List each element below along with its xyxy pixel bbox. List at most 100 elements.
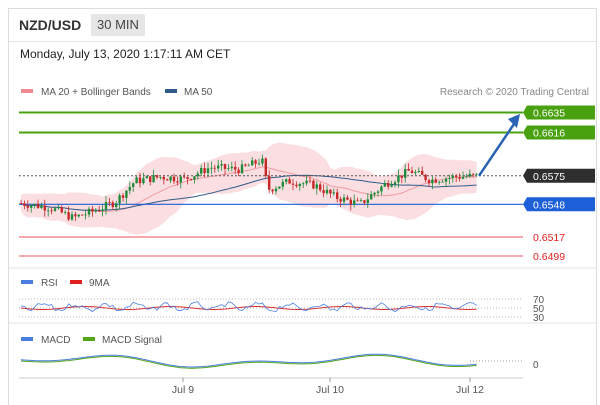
candle-body bbox=[390, 184, 393, 187]
macd-line bbox=[20, 353, 477, 368]
bollinger-legend-swatch bbox=[21, 89, 33, 93]
candle-body bbox=[81, 214, 84, 216]
candle-body bbox=[329, 189, 332, 194]
candle-body bbox=[458, 177, 461, 179]
candle-body bbox=[336, 192, 339, 199]
candle-body bbox=[74, 214, 77, 217]
price-level-labels: 0.6635 0.6616 0.6575 0.6548 0.6517 0.6499 bbox=[523, 105, 595, 263]
rsi-tick-label: 30 bbox=[533, 313, 545, 324]
candle-body bbox=[101, 209, 104, 212]
candle-body bbox=[393, 182, 397, 185]
rsi-ma-legend-label: 9MA bbox=[89, 278, 110, 289]
candlesticks bbox=[19, 154, 478, 222]
candle-body bbox=[254, 160, 257, 164]
candle-body bbox=[125, 190, 128, 198]
candle-body bbox=[220, 164, 223, 166]
candle-body bbox=[363, 200, 366, 203]
candle-body bbox=[288, 179, 291, 184]
candle-body bbox=[217, 165, 220, 169]
candle-body bbox=[472, 173, 475, 175]
candle-body bbox=[64, 212, 67, 213]
ma50-legend-label: MA 50 bbox=[184, 87, 213, 98]
candle-body bbox=[268, 175, 271, 190]
candle-body bbox=[196, 173, 199, 177]
candle-body bbox=[461, 176, 465, 179]
candle-body bbox=[227, 168, 230, 169]
candle-body bbox=[438, 181, 441, 183]
candle-body bbox=[57, 207, 60, 209]
candle-body bbox=[434, 179, 437, 183]
candle-body bbox=[155, 175, 159, 178]
candle-body bbox=[111, 202, 114, 208]
candle-body bbox=[169, 176, 172, 181]
rsi-line bbox=[20, 301, 477, 313]
candle-body bbox=[149, 176, 152, 183]
price-level-label: 0.6635 bbox=[533, 108, 565, 120]
ma50-line bbox=[20, 174, 477, 211]
candle-body bbox=[152, 175, 155, 183]
price-level-lines bbox=[19, 111, 523, 257]
candle-body bbox=[77, 214, 80, 217]
price-level-tag bbox=[523, 168, 595, 183]
candle-body bbox=[118, 195, 121, 204]
candle-body bbox=[421, 170, 424, 175]
rsi-tick-label: 50 bbox=[533, 304, 545, 315]
candle-body bbox=[67, 212, 70, 220]
x-axis-tick-label: Jul 12 bbox=[456, 384, 484, 396]
candle-body bbox=[26, 205, 29, 208]
price-level-label: 0.6616 bbox=[533, 128, 565, 140]
candle-body bbox=[427, 180, 431, 184]
forecast-arrow bbox=[477, 114, 520, 177]
candle-body bbox=[176, 181, 179, 183]
x-axis-tick-label: Jul 9 bbox=[172, 384, 194, 396]
candle-body bbox=[308, 180, 312, 182]
candle-body bbox=[281, 181, 284, 187]
candle-body bbox=[43, 205, 46, 211]
forecast-arrow-shaft bbox=[477, 120, 518, 177]
candle-body bbox=[342, 197, 346, 202]
timeframe-button[interactable]: 30 MIN bbox=[91, 14, 145, 36]
price-level-tag bbox=[523, 105, 595, 120]
bollinger-legend-label: MA 20 + Bollinger Bands bbox=[41, 87, 151, 98]
candle-body bbox=[189, 178, 193, 180]
candle-body bbox=[356, 200, 359, 202]
candle-body bbox=[353, 200, 356, 205]
candle-body bbox=[305, 180, 308, 184]
x-axis: Jul 9 Jul 10 Jul 12 bbox=[172, 378, 484, 396]
candle-body bbox=[40, 205, 43, 208]
candle-body bbox=[142, 178, 145, 184]
candle-body bbox=[414, 171, 417, 174]
rsi-legend-swatch bbox=[21, 280, 33, 284]
candle-body bbox=[104, 202, 108, 210]
candle-body bbox=[115, 203, 118, 208]
candle-body bbox=[234, 166, 237, 170]
candle-body bbox=[285, 179, 288, 182]
candle-body bbox=[230, 166, 233, 169]
forecast-arrow-head bbox=[508, 114, 520, 128]
candle-body bbox=[295, 184, 298, 187]
candle-body bbox=[475, 173, 478, 175]
candle-body bbox=[47, 210, 50, 212]
price-level-label: 0.6575 bbox=[533, 171, 565, 183]
candle-body bbox=[23, 203, 26, 206]
candle-body bbox=[261, 158, 264, 164]
candle-body bbox=[444, 178, 448, 182]
rsi-ma-line bbox=[20, 306, 477, 310]
macd-indicator: 0 bbox=[20, 353, 539, 371]
candle-body bbox=[84, 214, 87, 216]
candle-body bbox=[322, 190, 325, 194]
price-level-label: 0.6499 bbox=[533, 251, 565, 263]
candle-body bbox=[108, 202, 111, 203]
currency-pair-title: NZD/USD bbox=[19, 17, 82, 33]
candle-body bbox=[465, 176, 468, 178]
candle-body bbox=[33, 203, 36, 206]
candle-body bbox=[251, 160, 254, 166]
candle-body bbox=[193, 176, 196, 180]
candle-body bbox=[237, 169, 240, 174]
candle-body bbox=[210, 167, 213, 169]
candle-body bbox=[135, 177, 138, 184]
candle-body bbox=[424, 174, 427, 181]
candle-body bbox=[349, 199, 352, 205]
candle-body bbox=[60, 207, 63, 213]
